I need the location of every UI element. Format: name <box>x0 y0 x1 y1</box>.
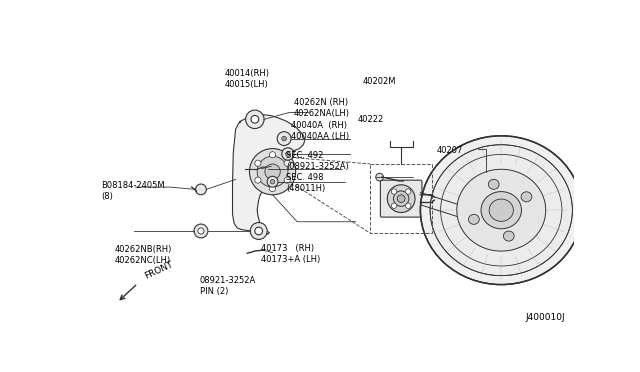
Text: 40262N (RH)
40262NA(LH): 40262N (RH) 40262NA(LH) <box>294 97 349 118</box>
Circle shape <box>269 152 276 158</box>
Text: SEC. 498
(48011H): SEC. 498 (48011H) <box>286 173 325 193</box>
Circle shape <box>285 152 291 156</box>
Ellipse shape <box>420 136 582 285</box>
Circle shape <box>198 228 204 234</box>
Circle shape <box>196 184 206 195</box>
Circle shape <box>267 176 278 187</box>
Circle shape <box>255 227 262 235</box>
Text: 40262NB(RH)
40262NC(LH): 40262NB(RH) 40262NC(LH) <box>115 245 173 265</box>
Ellipse shape <box>468 214 479 224</box>
Circle shape <box>265 164 280 179</box>
Text: 40222: 40222 <box>358 115 384 124</box>
Circle shape <box>269 186 276 192</box>
Circle shape <box>255 160 261 166</box>
Circle shape <box>251 115 259 123</box>
Ellipse shape <box>430 145 572 276</box>
Circle shape <box>257 156 288 187</box>
Circle shape <box>392 189 397 194</box>
Text: SEC. 492
(08921-3252A): SEC. 492 (08921-3252A) <box>286 151 349 171</box>
Text: B08184-2405M
(8): B08184-2405M (8) <box>101 181 165 201</box>
Text: 40014(RH)
40015(LH): 40014(RH) 40015(LH) <box>225 69 269 89</box>
Circle shape <box>194 224 208 238</box>
Text: 08921-3252A
PIN (2): 08921-3252A PIN (2) <box>200 276 256 296</box>
Circle shape <box>387 185 415 212</box>
Ellipse shape <box>489 199 513 221</box>
Circle shape <box>255 177 261 183</box>
Ellipse shape <box>457 169 546 251</box>
Circle shape <box>406 189 411 194</box>
Circle shape <box>397 195 405 202</box>
Ellipse shape <box>440 154 562 266</box>
Circle shape <box>277 132 291 145</box>
Circle shape <box>282 148 294 160</box>
Circle shape <box>250 222 267 240</box>
Circle shape <box>284 160 291 166</box>
Text: 40173   (RH)
40173+A (LH): 40173 (RH) 40173+A (LH) <box>262 244 321 264</box>
Circle shape <box>270 179 275 184</box>
Text: 40040A  (RH)
40040AA (LH): 40040A (RH) 40040AA (LH) <box>291 121 349 141</box>
Polygon shape <box>232 115 305 235</box>
Circle shape <box>284 177 291 183</box>
Circle shape <box>250 148 296 195</box>
Circle shape <box>376 173 383 181</box>
Circle shape <box>406 203 411 208</box>
Text: 40207: 40207 <box>436 146 463 155</box>
Circle shape <box>282 136 287 141</box>
Circle shape <box>246 110 264 129</box>
Ellipse shape <box>481 192 522 229</box>
Circle shape <box>394 191 409 206</box>
Text: FRONT: FRONT <box>143 260 175 281</box>
Circle shape <box>392 203 397 208</box>
Text: 40202M: 40202M <box>362 77 396 86</box>
Ellipse shape <box>488 179 499 189</box>
Text: J400010J: J400010J <box>525 313 565 322</box>
Ellipse shape <box>521 192 532 202</box>
Ellipse shape <box>504 231 514 241</box>
FancyBboxPatch shape <box>380 180 422 217</box>
